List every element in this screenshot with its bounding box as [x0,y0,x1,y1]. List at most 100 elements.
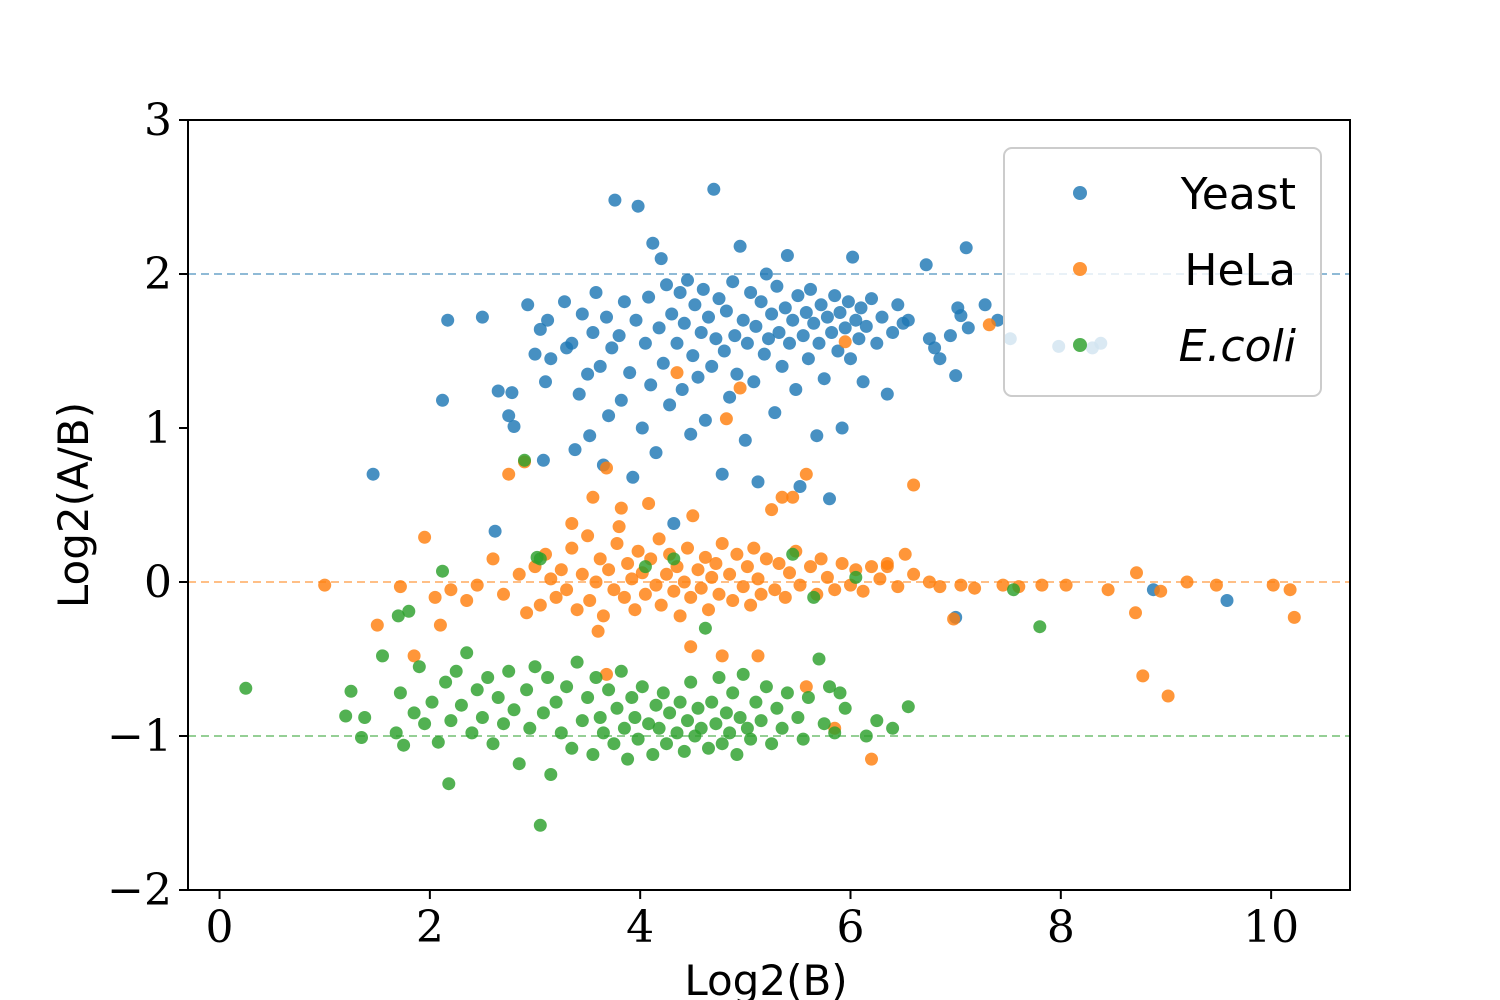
point-yeast [814,298,828,312]
point-ecoli [1033,620,1047,634]
point-yeast [638,336,652,350]
point-yeast [793,480,807,493]
point-hela [907,478,921,492]
point-yeast [959,241,973,255]
y-axis-label: Log2(A/B) [49,402,98,608]
point-yeast [675,383,689,396]
point-hela [793,578,807,592]
point-yeast [502,409,516,423]
point-yeast [775,359,789,373]
point-yeast [507,420,521,433]
point-ecoli [715,737,729,751]
point-hela [954,578,968,592]
point-hela [891,580,905,594]
point-ecoli [389,726,403,740]
point-yeast [738,433,752,447]
point-hela [670,366,684,380]
point-ecoli [570,655,584,669]
point-yeast [919,258,933,272]
point-yeast [961,321,975,335]
point-ecoli [642,717,656,731]
point-hela [1035,578,1049,592]
point-hela [730,547,744,561]
point-hela [470,578,484,592]
point-ecoli [823,680,836,694]
point-hela [565,541,579,555]
point-hela [642,497,656,510]
y-tick-label: −1 [107,711,172,762]
point-ecoli [523,721,537,735]
point-ecoli [533,552,547,566]
point-hela [783,566,796,580]
point-ecoli [581,691,595,704]
point-yeast [623,366,637,380]
point-yeast [783,336,796,350]
point-yeast [852,332,866,346]
point-yeast [844,352,857,366]
y-tick-label: 0 [144,557,172,608]
point-hela [565,517,579,530]
point-yeast [541,313,555,327]
point-hela [1283,583,1297,597]
point-ecoli [536,706,550,720]
point-ecoli [775,721,789,735]
point-ecoli [502,664,516,678]
point-yeast [635,421,649,435]
point-ecoli [239,681,253,695]
point-yeast [702,310,715,324]
point-yeast [488,524,502,538]
point-yeast [581,367,595,381]
point-yeast [770,279,784,293]
point-hela [747,541,761,555]
point-ecoli [719,706,733,720]
point-yeast [796,329,810,343]
point-ecoli [740,721,754,735]
point-ecoli [663,706,677,720]
point-ecoli [754,714,768,728]
point-hela [775,490,789,504]
point-yeast [854,301,868,315]
point-ecoli [673,695,687,709]
point-hela [768,583,782,597]
point-yeast [612,329,626,343]
point-hela [589,575,603,589]
point-ecoli [442,777,456,791]
point-yeast [835,421,849,435]
point-yeast [801,352,815,366]
point-ecoli [791,711,805,724]
point-yeast [736,313,750,327]
point-ecoli [449,664,463,678]
point-hela [702,603,715,617]
point-yeast [870,336,884,350]
point-hela [1180,575,1194,589]
point-yeast [614,393,628,407]
point-hela [586,490,600,504]
point-ecoli [625,691,639,704]
point-ecoli [749,695,763,709]
point-hela [898,547,912,561]
point-yeast [572,387,586,401]
point-yeast [778,301,792,315]
y-tick-label: 1 [144,403,172,454]
point-yeast [780,249,794,262]
point-hela [652,532,666,546]
point-ecoli [621,752,635,766]
point-hela [922,575,936,589]
point-ecoli [376,649,389,663]
point-ecoli [736,667,750,681]
point-hela [765,503,779,517]
point-yeast [726,275,740,289]
point-yeast [626,470,640,484]
point-yeast [820,310,834,324]
point-hela [602,563,616,577]
point-ecoli [412,660,426,674]
point-hela [681,541,694,555]
point-ecoli [344,684,358,698]
point-yeast [833,306,847,319]
point-yeast [670,336,684,350]
point-yeast [366,467,380,481]
point-hela [612,520,626,534]
x-tick-label: 6 [836,902,864,953]
point-yeast [1220,594,1234,607]
legend-label-yeast: Yeast [1180,169,1296,220]
